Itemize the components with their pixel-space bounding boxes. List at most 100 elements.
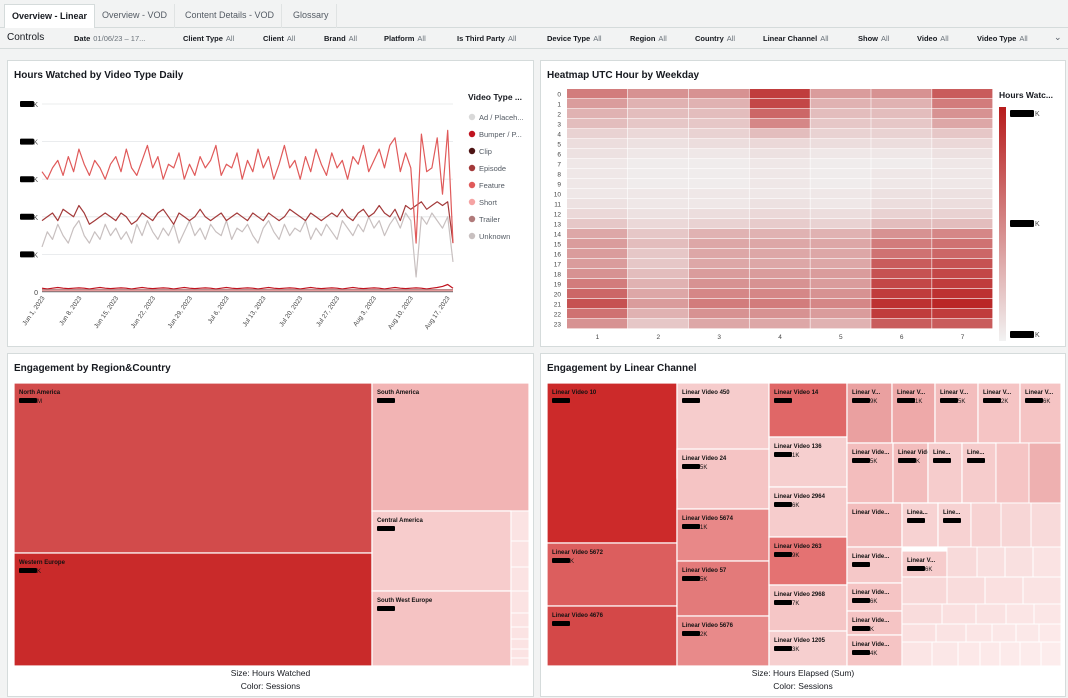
heatmap-cell [567,179,628,189]
treemap-value: 2K [700,632,707,638]
filter-platform[interactable]: Platform All [384,34,426,43]
filter-date[interactable]: Date 01/06/23 – 17... [74,34,145,43]
heatmap-cell [688,139,749,149]
heatmap-cell [810,269,871,279]
legend-label: Trailer [479,215,500,224]
panel-heatmap: Heatmap UTC Hour by Weekday 0 1 2 3 4 5 6 7 8 9 10… [540,60,1066,347]
filter-brand[interactable]: Brand All [324,34,357,43]
redacted-value [774,398,792,403]
redacted-value [940,398,958,403]
treemap-cell [891,382,936,444]
heatmap-cell [749,229,810,239]
filter-client[interactable]: Client All [263,34,295,43]
treemap-cell [768,584,848,632]
filter-client-type[interactable]: Client Type All [183,34,234,43]
legend-label: Bumper / P... [479,130,522,139]
legend-swatch [468,198,476,206]
heatmap-cell [688,109,749,119]
heatmap-cell [567,199,628,209]
treemap-label: Western Europe [19,560,66,566]
y-tick-label: 0 [34,290,38,297]
treemap-cell [371,382,530,512]
treemap-cell [901,550,948,578]
treemap-label: Linear Video 5676 [682,623,734,629]
redacted-value [552,621,570,626]
heatmap-cell [749,319,810,329]
heatmap-cell [688,239,749,249]
filter-region[interactable]: Region All [630,34,667,43]
controls-title[interactable]: Controls [7,32,45,43]
heatmap-cell [567,209,628,219]
tab-glossary[interactable]: Glossary [286,4,337,28]
treemap-cell [1000,502,1032,548]
filter-label: Video [917,34,938,43]
heatmap-cell [932,189,993,199]
redacted-value [967,458,985,463]
heatmap-cell [932,249,993,259]
redacted-value [852,458,870,463]
tab-overview-linear[interactable]: Overview - Linear [4,4,96,28]
filter-linear-channel[interactable]: Linear Channel All [763,34,829,43]
filter-device-type[interactable]: Device Type All [547,34,602,43]
redacted-value [774,646,792,651]
legend-swatch [468,147,476,155]
filter-label: Region [630,34,656,43]
redacted-value [852,562,870,567]
heatmap-cell [932,229,993,239]
treemap-cell [676,448,770,510]
filter-video-type[interactable]: Video Type All [977,34,1028,43]
redacted-value [19,568,37,573]
filter-label: Device Type [547,34,591,43]
y-tick-label: 19 [554,282,562,289]
filter-country[interactable]: Country All [695,34,735,43]
filter-show[interactable]: Show All [858,34,889,43]
y-tick-label: 1 [557,102,561,109]
treemap-cell [946,576,986,605]
treemap-cell [1004,546,1034,578]
treemap-cell [984,576,1024,605]
treemap-label: South America [377,390,420,396]
redacted-value [20,176,34,183]
redacted-value [774,600,792,605]
filter-is-third-party[interactable]: Is Third Party All [457,34,516,43]
treemap-label: Linear Video 2964 [774,494,826,500]
filter-label: Brand [324,34,346,43]
heatmap-cell [871,239,932,249]
heatmap-cell [627,159,689,169]
treemap-label: Linear V... [907,558,935,564]
treemap-label: Linear Video 4676 [552,613,604,619]
treemap-cell [901,623,937,643]
heatmap-cell [871,149,932,159]
tab-overview-vod[interactable]: Overview - VOD [95,4,176,28]
heatmap-cell [871,279,932,289]
heatmap-cell [627,149,689,159]
heatmap-cell [567,229,628,239]
redacted-value [19,398,37,403]
treemap-cell [546,382,678,544]
heatmap-cell [627,319,689,329]
redacted-value [377,606,395,611]
filter-label: Country [695,34,724,43]
tab-content-details-vod[interactable]: Content Details - VOD [178,4,283,28]
treemap-cell [13,552,373,667]
heatmap-cell [627,99,689,109]
heatmap-cell [688,179,749,189]
x-tick-label: 1 [596,334,600,341]
x-tick-label: 6 [900,334,904,341]
treemap-cell [1019,641,1042,667]
heatmap-cell [749,189,810,199]
heatmap-cell [567,249,628,259]
treemap-label: Linear Video 450 [682,390,730,396]
treemap-label: Central America [377,518,423,524]
legend-title: Video Type ... [468,92,522,102]
x-tick-label: Jun 15, 2023 [93,295,121,330]
filter-label: Date [74,34,91,43]
heatmap-cell [567,149,628,159]
filter-video[interactable]: Video All [917,34,949,43]
heatmap-cell [749,219,810,229]
heatmap-cell [810,309,871,319]
chevron-down-icon[interactable]: ⌄ [1054,32,1062,42]
treemap-cell [1032,546,1062,578]
redacted-value [897,398,915,403]
treemap-label: Linea... [907,510,928,516]
